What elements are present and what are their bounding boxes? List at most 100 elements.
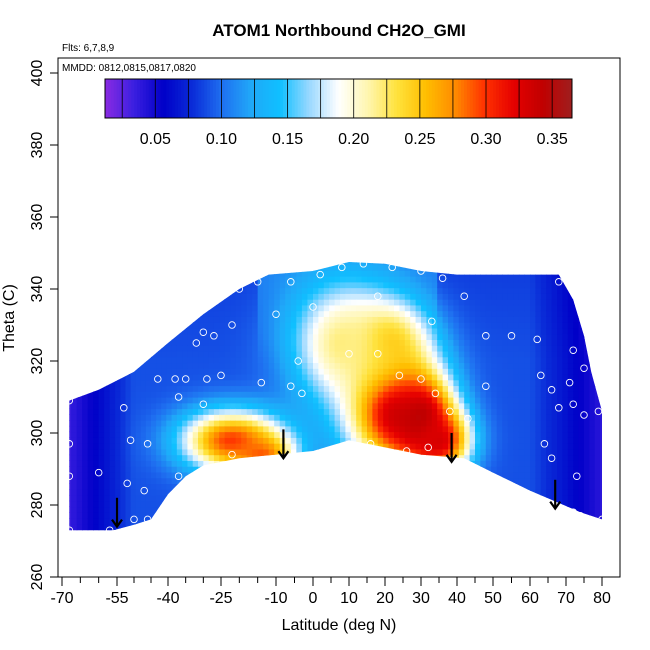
field-cell [453, 281, 460, 289]
field-cell [421, 281, 427, 289]
field-cell [372, 310, 379, 317]
field-cell [345, 356, 352, 364]
field-cell [176, 523, 183, 531]
field-cell [530, 483, 536, 490]
field-cell [350, 408, 357, 415]
field-cell [241, 529, 248, 531]
field-cell [513, 517, 520, 525]
field-cell [71, 460, 78, 467]
field-cell [156, 253, 162, 259]
field-cell [176, 517, 183, 525]
field-cell [151, 262, 157, 266]
field-cell [104, 333, 111, 340]
field-cell [318, 523, 325, 531]
field-cell [318, 339, 325, 346]
field-cell [410, 327, 417, 335]
field-cell [241, 379, 248, 387]
field-cell [120, 494, 127, 502]
field-cell [394, 535, 400, 541]
field-cell [285, 287, 292, 294]
field-cell [513, 529, 520, 531]
field-cell [171, 373, 178, 381]
field-cell [71, 448, 78, 456]
field-cell [145, 402, 152, 410]
field-cell [464, 414, 471, 421]
field-cell [301, 414, 309, 421]
field-cell [156, 454, 162, 461]
field-cell [573, 368, 580, 375]
field-cell [367, 523, 373, 531]
field-cell [404, 420, 411, 427]
field-cell [405, 253, 411, 259]
field-cell [60, 478, 66, 484]
field-cell [130, 443, 137, 450]
field-cell [573, 408, 580, 415]
field-cell [377, 483, 384, 490]
field-cell [241, 517, 248, 525]
field-cell [491, 281, 498, 289]
field-cell [507, 322, 514, 329]
field-cell [93, 448, 100, 456]
field-cell [573, 448, 580, 456]
field-cell [69, 512, 72, 519]
field-cell [399, 253, 405, 259]
field-cell [213, 483, 220, 490]
field-cell [263, 500, 270, 508]
field-cell [246, 420, 253, 427]
field-cell [156, 529, 162, 531]
field-cell [491, 270, 498, 277]
field-cell [431, 379, 438, 387]
field-cell [567, 281, 574, 289]
field-cell [350, 293, 357, 300]
field-cell [301, 420, 309, 427]
field-cell [551, 356, 558, 364]
field-cell [141, 253, 147, 259]
field-cell [296, 443, 303, 450]
field-cell [340, 270, 346, 277]
field-cell [335, 253, 341, 259]
field-cell [60, 495, 66, 501]
field-cell [208, 437, 215, 444]
field-cell [388, 408, 395, 415]
field-cell [567, 287, 574, 294]
field-cell [485, 500, 492, 508]
field-cell [491, 483, 498, 490]
field-cell [442, 356, 449, 364]
field-cell [98, 489, 105, 496]
field-cell [475, 327, 481, 335]
field-cell [246, 500, 253, 508]
field-cell [350, 477, 357, 484]
field-cell [431, 425, 438, 433]
field-cell [383, 362, 390, 369]
field-cell [130, 454, 137, 461]
field-cell [421, 345, 427, 352]
field-cell [140, 276, 147, 283]
field-cell [394, 293, 400, 300]
field-cell [285, 327, 292, 335]
field-cell [546, 281, 553, 289]
field-cell [589, 414, 596, 421]
field-cell [192, 345, 199, 352]
field-cell [415, 471, 422, 479]
field-cell [323, 391, 330, 398]
field-cell [361, 276, 368, 283]
field-cell [313, 517, 319, 525]
field-cell [567, 529, 574, 531]
field-cell [362, 253, 368, 259]
field-cell [176, 276, 183, 283]
field-cell [334, 402, 341, 410]
field-cell [410, 379, 417, 387]
field-cell [88, 253, 94, 259]
field-cell [109, 506, 116, 513]
field-cell [318, 322, 325, 329]
field-cell [388, 494, 395, 502]
field-cell [257, 304, 264, 312]
field-cell [87, 264, 94, 271]
field-cell [388, 431, 395, 438]
field-cell [578, 420, 585, 427]
field-cell [480, 270, 487, 277]
field-cell [475, 506, 481, 513]
field-cell [187, 253, 193, 259]
field-cell [109, 373, 116, 381]
field-cell [307, 425, 314, 433]
